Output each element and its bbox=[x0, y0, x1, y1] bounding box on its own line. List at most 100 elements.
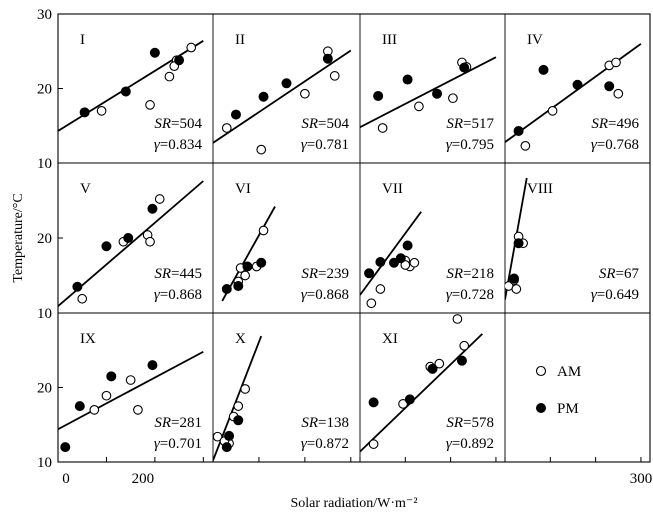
pm-point bbox=[513, 238, 524, 249]
sr-stat: SR=496 bbox=[591, 116, 639, 132]
am-point bbox=[520, 141, 531, 151]
pm-point bbox=[373, 90, 384, 101]
pm-point bbox=[604, 81, 615, 92]
pm-point bbox=[79, 107, 90, 118]
r-stat: γ=0.868 bbox=[301, 287, 349, 303]
am-point bbox=[154, 194, 165, 204]
am-point bbox=[164, 71, 175, 82]
am-point bbox=[434, 358, 445, 369]
pm-point bbox=[375, 257, 386, 267]
sr-stat: SR=504 bbox=[301, 116, 349, 132]
pm-point bbox=[572, 79, 583, 90]
pm-point bbox=[233, 415, 244, 426]
r-stat: γ=0.768 bbox=[591, 137, 639, 153]
panel-iv: IV SR=496 γ=0.768 bbox=[505, 32, 642, 153]
am-point bbox=[77, 293, 88, 304]
sr-stat: SR=517 bbox=[446, 116, 494, 132]
r-stat: γ=0.795 bbox=[446, 137, 494, 153]
y-tick-label: 30 bbox=[37, 7, 52, 23]
pm-point bbox=[513, 125, 524, 136]
pm-point bbox=[60, 442, 71, 453]
sr-stat: SR=218 bbox=[446, 266, 494, 282]
pm-point bbox=[147, 360, 158, 371]
panel-iii: III SR=517 γ=0.795 bbox=[360, 32, 497, 153]
sr-stat: SR=578 bbox=[446, 415, 494, 431]
regression-line bbox=[58, 350, 204, 431]
pm-point bbox=[258, 91, 269, 102]
panel-label: V bbox=[80, 181, 91, 197]
y-tick-label: 20 bbox=[37, 82, 52, 98]
am-point bbox=[133, 405, 143, 415]
pm-point bbox=[174, 55, 185, 66]
panel-label: IX bbox=[80, 331, 96, 347]
y-tick-label: 20 bbox=[37, 381, 52, 397]
r-stat: γ=0.781 bbox=[301, 137, 349, 153]
pm-point bbox=[123, 233, 134, 243]
pm-point bbox=[395, 253, 406, 264]
pm-point bbox=[388, 257, 399, 268]
pm-point bbox=[402, 240, 413, 251]
pm-point bbox=[281, 78, 292, 89]
am-point bbox=[400, 260, 411, 270]
axis-labels: Temperature/°C Solar radiation/W·m⁻² bbox=[11, 193, 418, 511]
sr-stat: SR=138 bbox=[301, 415, 349, 431]
am-point bbox=[368, 439, 379, 449]
pm-point bbox=[456, 355, 467, 366]
am-point bbox=[89, 405, 100, 415]
pm-point bbox=[256, 257, 267, 268]
pm-point bbox=[221, 442, 232, 453]
panel-vii: VII SR=218 γ=0.728 bbox=[360, 181, 494, 309]
am-point bbox=[448, 93, 458, 104]
legend: AM PM bbox=[535, 364, 581, 417]
pm-point bbox=[404, 394, 415, 405]
am-point bbox=[611, 57, 621, 68]
am-point bbox=[377, 123, 388, 133]
pm-point bbox=[402, 74, 413, 85]
am-point bbox=[96, 105, 107, 116]
am-point bbox=[258, 225, 269, 236]
am-point bbox=[240, 270, 251, 281]
panel-label: VIII bbox=[527, 181, 553, 197]
sr-stat: SR=281 bbox=[154, 415, 202, 431]
panel-label: III bbox=[382, 32, 397, 48]
regression-line bbox=[360, 56, 497, 129]
panel-label: IV bbox=[527, 32, 543, 48]
panel-label: VI bbox=[235, 181, 251, 197]
panel-i: I SR=504 γ=0.834 bbox=[58, 32, 204, 153]
x-tick-label: 200 bbox=[132, 471, 155, 487]
r-stat: γ=0.834 bbox=[154, 137, 203, 153]
x-tick-label: 0 bbox=[62, 471, 70, 487]
pm-point bbox=[221, 284, 232, 294]
am-point bbox=[414, 101, 424, 112]
pm-point bbox=[101, 241, 112, 252]
y-tick-label: 10 bbox=[37, 306, 52, 322]
x-axis-label: Solar radiation/W·m⁻² bbox=[290, 496, 417, 511]
am-point bbox=[101, 390, 112, 401]
am-point bbox=[300, 88, 310, 99]
pm-point bbox=[120, 86, 131, 97]
panel-grid-frame bbox=[57, 13, 651, 463]
pm-point bbox=[368, 397, 379, 408]
panel-x: X SR=138 γ=0.872 bbox=[213, 331, 349, 461]
legend-marker-pm bbox=[536, 403, 546, 413]
am-point bbox=[375, 284, 386, 294]
pm-point bbox=[230, 109, 241, 120]
r-stat: γ=0.868 bbox=[154, 287, 202, 303]
panel-label: XI bbox=[382, 331, 398, 347]
panel-vi: VI SR=239 γ=0.868 bbox=[221, 181, 349, 303]
am-point bbox=[459, 340, 470, 351]
regression-line bbox=[221, 206, 276, 302]
am-point bbox=[240, 384, 251, 394]
panel-viii: VIII SR=67 γ=0.649 bbox=[505, 177, 639, 303]
pm-point bbox=[432, 88, 443, 99]
panel-label: I bbox=[80, 32, 85, 48]
panel-label: II bbox=[235, 32, 245, 48]
pm-point bbox=[149, 47, 160, 58]
regression-line bbox=[213, 49, 352, 144]
am-point bbox=[398, 399, 408, 409]
am-point bbox=[145, 236, 155, 247]
am-point bbox=[511, 284, 522, 294]
pm-point bbox=[242, 261, 253, 272]
pm-point bbox=[106, 371, 117, 382]
